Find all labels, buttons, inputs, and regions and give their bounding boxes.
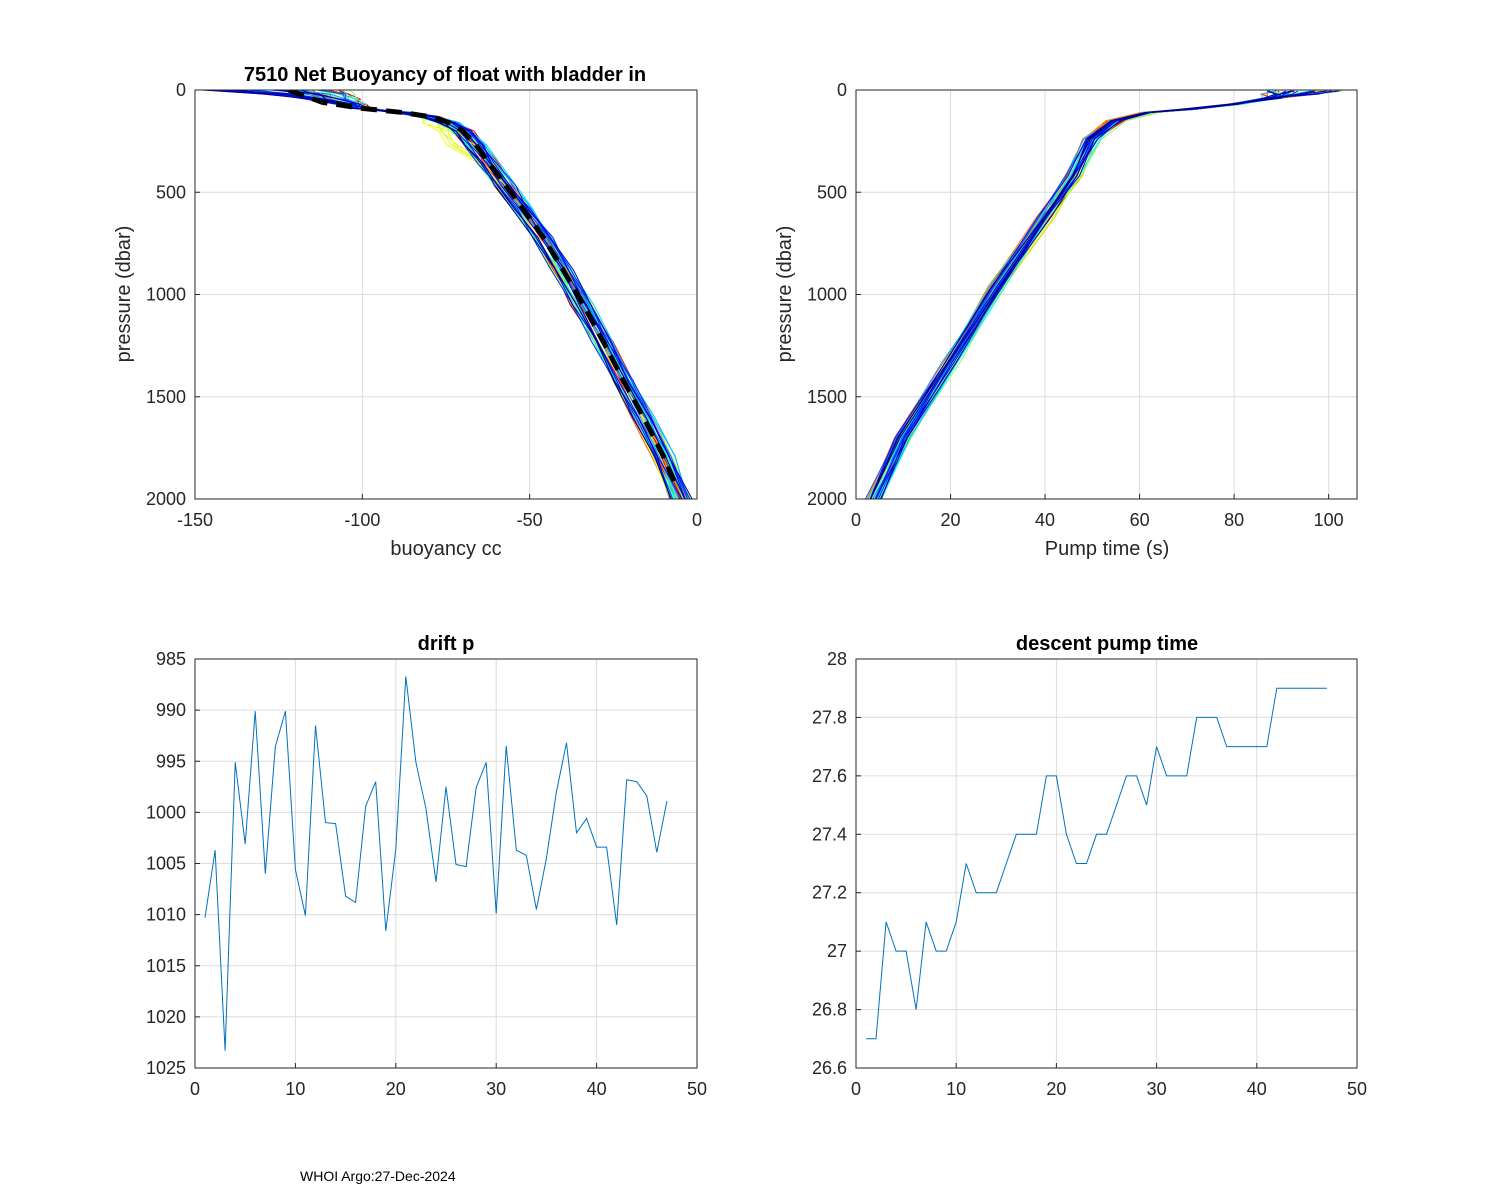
- driftp-title: drift p: [418, 633, 475, 655]
- descentpump-ytick-label: 26.6: [812, 1058, 847, 1078]
- descentpump-xtick-label: 40: [1247, 1079, 1267, 1099]
- pumptime-xtick-label: 80: [1224, 510, 1244, 530]
- buoyancy-xtick-label: -150: [177, 510, 213, 530]
- buoyancy-profile-line: [271, 90, 683, 499]
- descentpump-xtick-label: 30: [1147, 1079, 1167, 1099]
- pumptime-profile-line: [880, 90, 1292, 499]
- descentpump-ytick-label: 27.2: [812, 883, 847, 903]
- descentpump-ytick-label: 26.8: [812, 1000, 847, 1020]
- buoyancy-xlabel: buoyancy cc: [390, 538, 501, 560]
- pumptime-ytick-label: 500: [817, 182, 847, 202]
- descentpump-series-line: [866, 687, 1327, 1040]
- descentpump-panel: descent pump time 0 10 20 30 40 50 26.6 26.8 27 2…: [812, 633, 1367, 1099]
- driftp-xtick-label: 10: [285, 1079, 305, 1099]
- driftp-series-line: [204, 676, 668, 1051]
- buoyancy-panel: 7510 Net Buoyancy of float with bladder …: [113, 64, 702, 560]
- driftp-ytick-label: 1010: [146, 905, 186, 925]
- pumptime-xtick-label: 100: [1314, 510, 1344, 530]
- buoyancy-xtick-label: -100: [344, 510, 380, 530]
- pumptime-ylabel: pressure (dbar): [774, 226, 796, 363]
- buoyancy-ytick-label: 500: [156, 182, 186, 202]
- pumptime-ytick-label: 2000: [807, 489, 847, 509]
- pumptime-ytick-label: 0: [837, 80, 847, 100]
- driftp-ytick-label: 1000: [146, 802, 186, 822]
- buoyancy-ytick-label: 2000: [146, 489, 186, 509]
- driftp-ytick-label: 1015: [146, 956, 186, 976]
- buoyancy-mean-line: [287, 90, 680, 490]
- buoyancy-ylabel: pressure (dbar): [113, 226, 135, 363]
- pumptime-xtick-label: 0: [851, 510, 861, 530]
- pumptime-xtick-label: 20: [941, 510, 961, 530]
- descentpump-ytick-label: 27.6: [812, 766, 847, 786]
- descentpump-xtick-label: 50: [1347, 1079, 1367, 1099]
- driftp-ytick-label: 990: [156, 700, 186, 720]
- driftp-ytick-label: 1020: [146, 1007, 186, 1027]
- descentpump-title: descent pump time: [1016, 633, 1198, 655]
- descentpump-ytick-label: 27.8: [812, 707, 847, 727]
- pumptime-ytick-label: 1000: [807, 285, 847, 305]
- driftp-xtick-label: 0: [190, 1079, 200, 1099]
- buoyancy-profile-line: [300, 90, 686, 499]
- descentpump-xtick-label: 0: [851, 1079, 861, 1099]
- buoyancy-profile-line: [273, 90, 672, 499]
- buoyancy-ytick-label: 1000: [146, 285, 186, 305]
- buoyancy-ytick-label: 1500: [146, 387, 186, 407]
- driftp-ytick-label: 1025: [146, 1058, 186, 1078]
- descentpump-xtick-label: 10: [946, 1079, 966, 1099]
- footer-note: WHOI Argo:27-Dec-2024: [300, 1168, 456, 1184]
- pumptime-ytick-label: 1500: [807, 387, 847, 407]
- buoyancy-profile-line: [208, 90, 672, 499]
- buoyancy-ytick-label: 0: [176, 80, 186, 100]
- descentpump-axes-frame: [855, 658, 1358, 1069]
- driftp-ytick-label: 985: [156, 649, 186, 669]
- pumptime-xlabel: Pump time (s): [1045, 538, 1169, 560]
- driftp-ytick-label: 995: [156, 751, 186, 771]
- driftp-xtick-label: 40: [587, 1079, 607, 1099]
- buoyancy-xtick-label: -50: [517, 510, 543, 530]
- buoyancy-xtick-label: 0: [692, 510, 702, 530]
- descentpump-ytick-label: 27.4: [812, 824, 847, 844]
- descentpump-ytick-label: 27: [827, 941, 847, 961]
- buoyancy-title: 7510 Net Buoyancy of float with bladder …: [244, 64, 646, 86]
- pumptime-profile-line: [870, 90, 1327, 499]
- driftp-xtick-label: 30: [486, 1079, 506, 1099]
- pumptime-profile-line: [869, 90, 1278, 499]
- driftp-xtick-label: 50: [687, 1079, 707, 1099]
- driftp-panel: drift p 0 10 20 30 40 50985990995100010051010…: [146, 633, 707, 1099]
- pumptime-xtick-label: 60: [1130, 510, 1150, 530]
- descentpump-ytick-label: 28: [827, 649, 847, 669]
- descentpump-xtick-label: 20: [1046, 1079, 1066, 1099]
- driftp-xtick-label: 20: [386, 1079, 406, 1099]
- driftp-ytick-label: 1005: [146, 854, 186, 874]
- pumptime-xtick-label: 40: [1035, 510, 1055, 530]
